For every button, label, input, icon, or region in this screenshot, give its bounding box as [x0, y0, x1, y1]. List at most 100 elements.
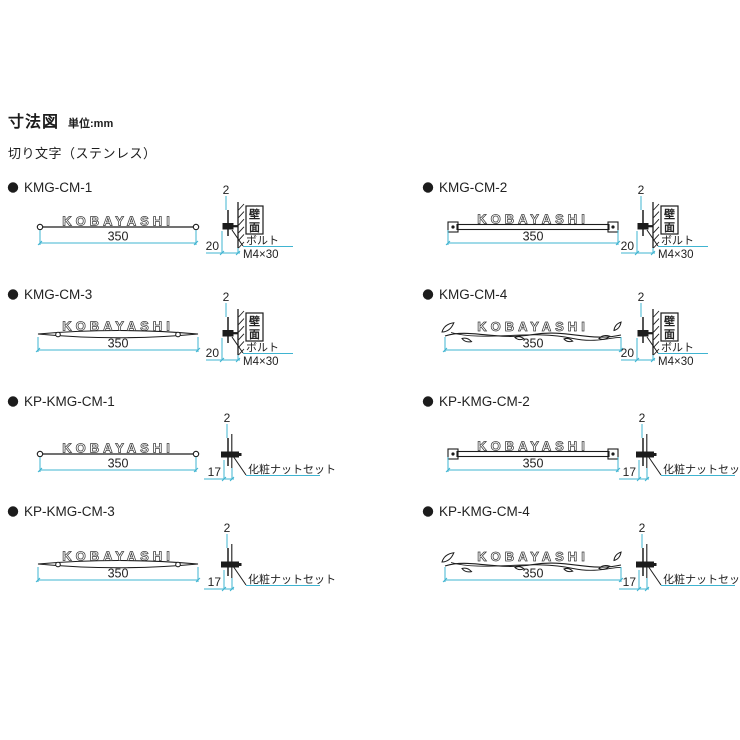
- dim-tick: [195, 577, 201, 583]
- dim-tick: [229, 586, 235, 592]
- width-dimension: 350: [445, 230, 621, 246]
- name-text: KOBAYASHI: [477, 212, 589, 227]
- hatch-mark: [238, 203, 245, 211]
- bolt-label: ボルト: [246, 341, 279, 354]
- depth-value: 17: [623, 465, 637, 479]
- front-view: KOBAYASHI 350: [35, 318, 201, 353]
- bolt-tip: [239, 563, 242, 566]
- product-cell: KMG-CM-3 KOBAYASHI 350 2 壁面 20 ボルト M4×30: [0, 281, 370, 389]
- bullet-icon: [422, 506, 434, 517]
- front-view: KOBAYASHI 350: [445, 438, 621, 473]
- width-value: 350: [523, 567, 544, 581]
- side-view: 2 壁面 20 ボルト M4×30: [621, 183, 708, 261]
- product-diagram: KMG-CM-4 KOBAYASHI 350 2 壁面 20 ボルト M4×30: [422, 287, 708, 368]
- side-view: 2 17 化粧ナットセット: [204, 411, 336, 482]
- wall-label-char: 面: [249, 328, 260, 341]
- mount-hole: [36, 223, 44, 231]
- hatch-mark: [238, 226, 245, 234]
- side-view: 2 壁面 20 ボルト M4×30: [206, 183, 293, 261]
- side-view: 2 17 化粧ナットセット: [619, 411, 740, 482]
- sheet-header: 寸法図 単位:mm 切り文字（ステンレス）: [8, 108, 157, 162]
- name-text: KOBAYASHI: [477, 439, 589, 454]
- decorative-nut: [221, 451, 239, 458]
- leaf-shape: [613, 321, 622, 332]
- product-code: KP-KMG-CM-3: [24, 504, 115, 519]
- name-text: KOBAYASHI: [477, 319, 589, 334]
- hatch-mark: [238, 241, 245, 249]
- leader-line: [647, 455, 662, 476]
- product-diagram: KMG-CM-3 KOBAYASHI 350 2 壁面 20 ボルト M4×30: [7, 287, 293, 368]
- leaf-shape: [441, 552, 455, 563]
- dim-tick: [235, 250, 241, 256]
- washer-nut: [637, 223, 649, 230]
- thickness-value: 2: [223, 183, 230, 197]
- dim-tick: [445, 240, 451, 246]
- leader-line: [646, 336, 659, 354]
- bolt-size-label: M4×30: [243, 356, 278, 368]
- width-value: 350: [108, 230, 129, 244]
- leaf-shape: [514, 336, 525, 341]
- bullet-icon: [7, 396, 19, 407]
- depth-dimension: 17: [204, 570, 235, 592]
- washer-nut: [222, 223, 234, 230]
- width-value: 350: [108, 457, 129, 471]
- dim-tick: [229, 476, 235, 482]
- mount-hole: [175, 331, 181, 338]
- mount-hole: [55, 561, 61, 568]
- mount-hole: [192, 450, 200, 458]
- depth-value: 17: [623, 575, 637, 589]
- wall-label-box: [660, 205, 679, 235]
- dim-tick: [615, 467, 621, 473]
- side-view: 2 17 化粧ナットセット: [619, 521, 740, 592]
- mount-hole: [55, 331, 61, 338]
- product-cell: KMG-CM-1 KOBAYASHI 350 2 壁面 20 ボルト M4×30: [0, 174, 370, 282]
- hatch-mark: [238, 341, 245, 348]
- dim-tick: [193, 467, 199, 473]
- product-diagram: KMG-CM-2 KOBAYASHI 350 2 壁面 20 ボルト M4×30: [422, 180, 708, 261]
- dim-tick: [634, 357, 640, 363]
- end-cap: [607, 448, 619, 460]
- wall-label-char: 壁: [249, 207, 260, 221]
- end-cap: [447, 221, 459, 233]
- product-code: KP-KMG-CM-1: [24, 394, 115, 409]
- product-cell: KP-KMG-CM-4 KOBAYASHI 350 2 17 化粧ナットセット: [415, 498, 740, 606]
- product-code: KP-KMG-CM-4: [439, 504, 530, 519]
- dim-tick: [219, 250, 225, 256]
- thickness-value: 2: [223, 290, 230, 304]
- dim-tick: [35, 347, 41, 353]
- thickness-value: 2: [638, 290, 645, 304]
- dim-tick: [636, 476, 642, 482]
- product-code: KMG-CM-3: [24, 287, 92, 302]
- width-dimension: 350: [445, 457, 621, 473]
- depth-value: 20: [621, 239, 635, 253]
- thickness-value: 2: [639, 411, 646, 425]
- hatch-mark: [238, 234, 245, 241]
- width-dimension: 350: [37, 230, 199, 246]
- width-value: 350: [108, 567, 129, 581]
- dim-tick: [618, 577, 624, 583]
- hatch-mark: [653, 203, 660, 211]
- width-value: 350: [523, 230, 544, 244]
- depth-dimension: 20: [621, 231, 656, 256]
- dim-tick: [650, 250, 656, 256]
- hatch-mark: [653, 241, 660, 249]
- dim-tick: [221, 586, 227, 592]
- front-view: KOBAYASHI 350: [445, 211, 621, 246]
- end-cap: [607, 221, 619, 233]
- depth-dimension: 20: [206, 338, 241, 363]
- name-text: KOBAYASHI: [62, 214, 174, 229]
- bullet-icon: [422, 289, 434, 300]
- bolt-tip: [654, 453, 657, 456]
- bolt-label: ボルト: [246, 234, 279, 247]
- mount-hole: [451, 225, 455, 229]
- leader-line: [232, 455, 247, 476]
- front-view: KOBAYASHI 350: [35, 548, 201, 583]
- front-view: KOBAYASHI 350: [441, 549, 624, 583]
- width-dimension: 350: [442, 337, 624, 353]
- dim-tick: [650, 357, 656, 363]
- hatch-mark: [238, 211, 245, 218]
- front-view: KOBAYASHI 350: [441, 319, 624, 353]
- wall-label-char: 面: [664, 328, 675, 341]
- dim-tick: [35, 577, 41, 583]
